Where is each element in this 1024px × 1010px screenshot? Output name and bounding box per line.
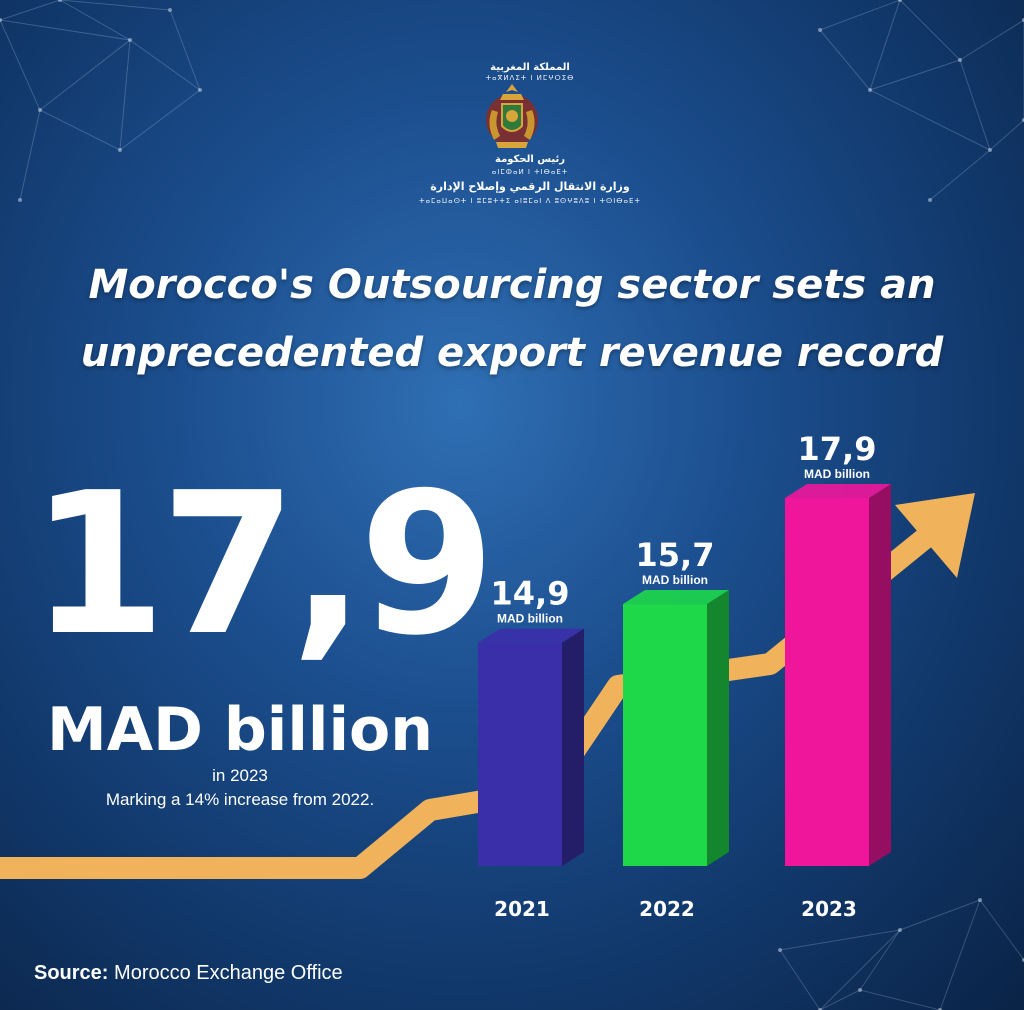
network-line — [939, 899, 981, 1010]
network-line — [959, 59, 991, 151]
network-line — [959, 19, 1024, 61]
bar-unit-label: MAD billion — [497, 612, 563, 626]
trend-arrow-head — [895, 493, 975, 578]
highlight-year-note: in 2023 — [212, 766, 268, 785]
bar-side — [707, 590, 729, 866]
network-line — [979, 899, 1024, 961]
bar-top — [785, 484, 891, 498]
network-line — [169, 9, 201, 91]
bar-front — [478, 642, 562, 866]
ministry-name-tifinagh: ⵜⴰⵎⴰⵡⴰⵙⵜ ⵏ ⵓⵎⵓⵜⵜⵉ ⴰⵏⵓⵎⴰⵏ ⴷ ⵓⵙⵖⵓⴷⵓ ⵏ ⵜⵙⵏⴱ… — [419, 197, 641, 205]
network-line — [0, 0, 61, 21]
network-node — [778, 948, 782, 952]
highlight-increase-note: Marking a 14% increase from 2022. — [105, 790, 375, 809]
network-node — [128, 38, 132, 42]
network-line — [899, 0, 961, 61]
network-node — [168, 8, 172, 12]
highlight-value: 17,9 — [30, 451, 496, 679]
bar-value-label: 14,9 — [491, 575, 570, 613]
network-line — [859, 989, 941, 1010]
head-of-government-arabic: رئيس الحكومة — [495, 154, 565, 165]
bar-front — [785, 498, 869, 866]
network-line — [859, 929, 901, 991]
network-node — [868, 88, 872, 92]
network-line — [869, 0, 901, 91]
network-node — [858, 988, 862, 992]
source-text: Morocco Exchange Office — [114, 962, 343, 984]
network-line — [0, 19, 41, 111]
bar-category-label: 2021 — [494, 897, 550, 921]
ministry-name-arabic: وزارة الانتقال الرقمي وإصلاح الإدارة — [430, 180, 630, 193]
network-node — [818, 28, 822, 32]
kingdom-name-arabic: المملكة المغربية — [490, 62, 570, 73]
network-line — [129, 39, 201, 91]
network-line — [819, 29, 871, 91]
bar-2021 — [478, 628, 584, 866]
bar-top — [623, 590, 729, 605]
bar-front — [623, 604, 707, 866]
headline-line-2: unprecedented export revenue record — [80, 330, 944, 376]
bar-value-label: 17,9 — [798, 430, 877, 468]
source-label: Source: — [34, 962, 109, 984]
bar-2023 — [785, 484, 891, 866]
network-node — [18, 198, 22, 202]
network-line — [0, 19, 131, 41]
network-node — [898, 928, 902, 932]
network-node — [118, 148, 122, 152]
network-line — [19, 109, 41, 201]
network-line — [929, 149, 991, 201]
network-line — [819, 0, 901, 31]
network-line — [779, 949, 821, 1010]
network-node — [0, 18, 2, 22]
network-node — [958, 58, 962, 62]
bar-side — [562, 628, 584, 866]
highlight-unit: MAD billion — [47, 695, 433, 765]
network-node — [58, 0, 62, 2]
bar-2022 — [623, 590, 729, 866]
royal-emblem-icon — [486, 84, 538, 148]
source-line: Source: Morocco Exchange Office — [34, 962, 343, 985]
head-of-government-tifinagh: ⴰⵏⵎⵀⴰⵍ ⵏ ⵜⵏⴱⴰⴹⵜ — [491, 168, 569, 176]
bar-unit-label: MAD billion — [642, 573, 708, 587]
network-line — [779, 929, 901, 951]
bar-category-label: 2022 — [639, 897, 695, 921]
bar-category-label: 2023 — [801, 897, 857, 921]
network-line — [59, 0, 171, 11]
network-line — [819, 989, 861, 1010]
bar-side — [869, 484, 891, 866]
headline-line-1: Morocco's Outsourcing sector sets an — [88, 262, 936, 308]
kingdom-name-tifinagh: ⵜⴰⴳⵍⴷⵉⵜ ⵏ ⵍⵎⵖⵔⵉⴱ — [485, 74, 575, 82]
network-line — [39, 109, 121, 151]
network-node — [978, 898, 982, 902]
network-line — [899, 899, 981, 931]
bar-value-label: 15,7 — [636, 536, 715, 574]
bar-unit-label: MAD billion — [804, 467, 870, 481]
network-line — [119, 89, 201, 151]
network-node — [898, 0, 902, 2]
network-line — [819, 929, 901, 1010]
network-node — [38, 108, 42, 112]
network-node — [988, 148, 992, 152]
network-line — [869, 89, 991, 151]
network-line — [119, 39, 131, 151]
network-line — [869, 59, 961, 91]
bar-top — [478, 628, 584, 643]
network-node — [928, 198, 932, 202]
network-node — [198, 88, 202, 92]
network-line — [989, 119, 1024, 151]
network-line — [59, 0, 131, 41]
network-line — [39, 39, 131, 111]
